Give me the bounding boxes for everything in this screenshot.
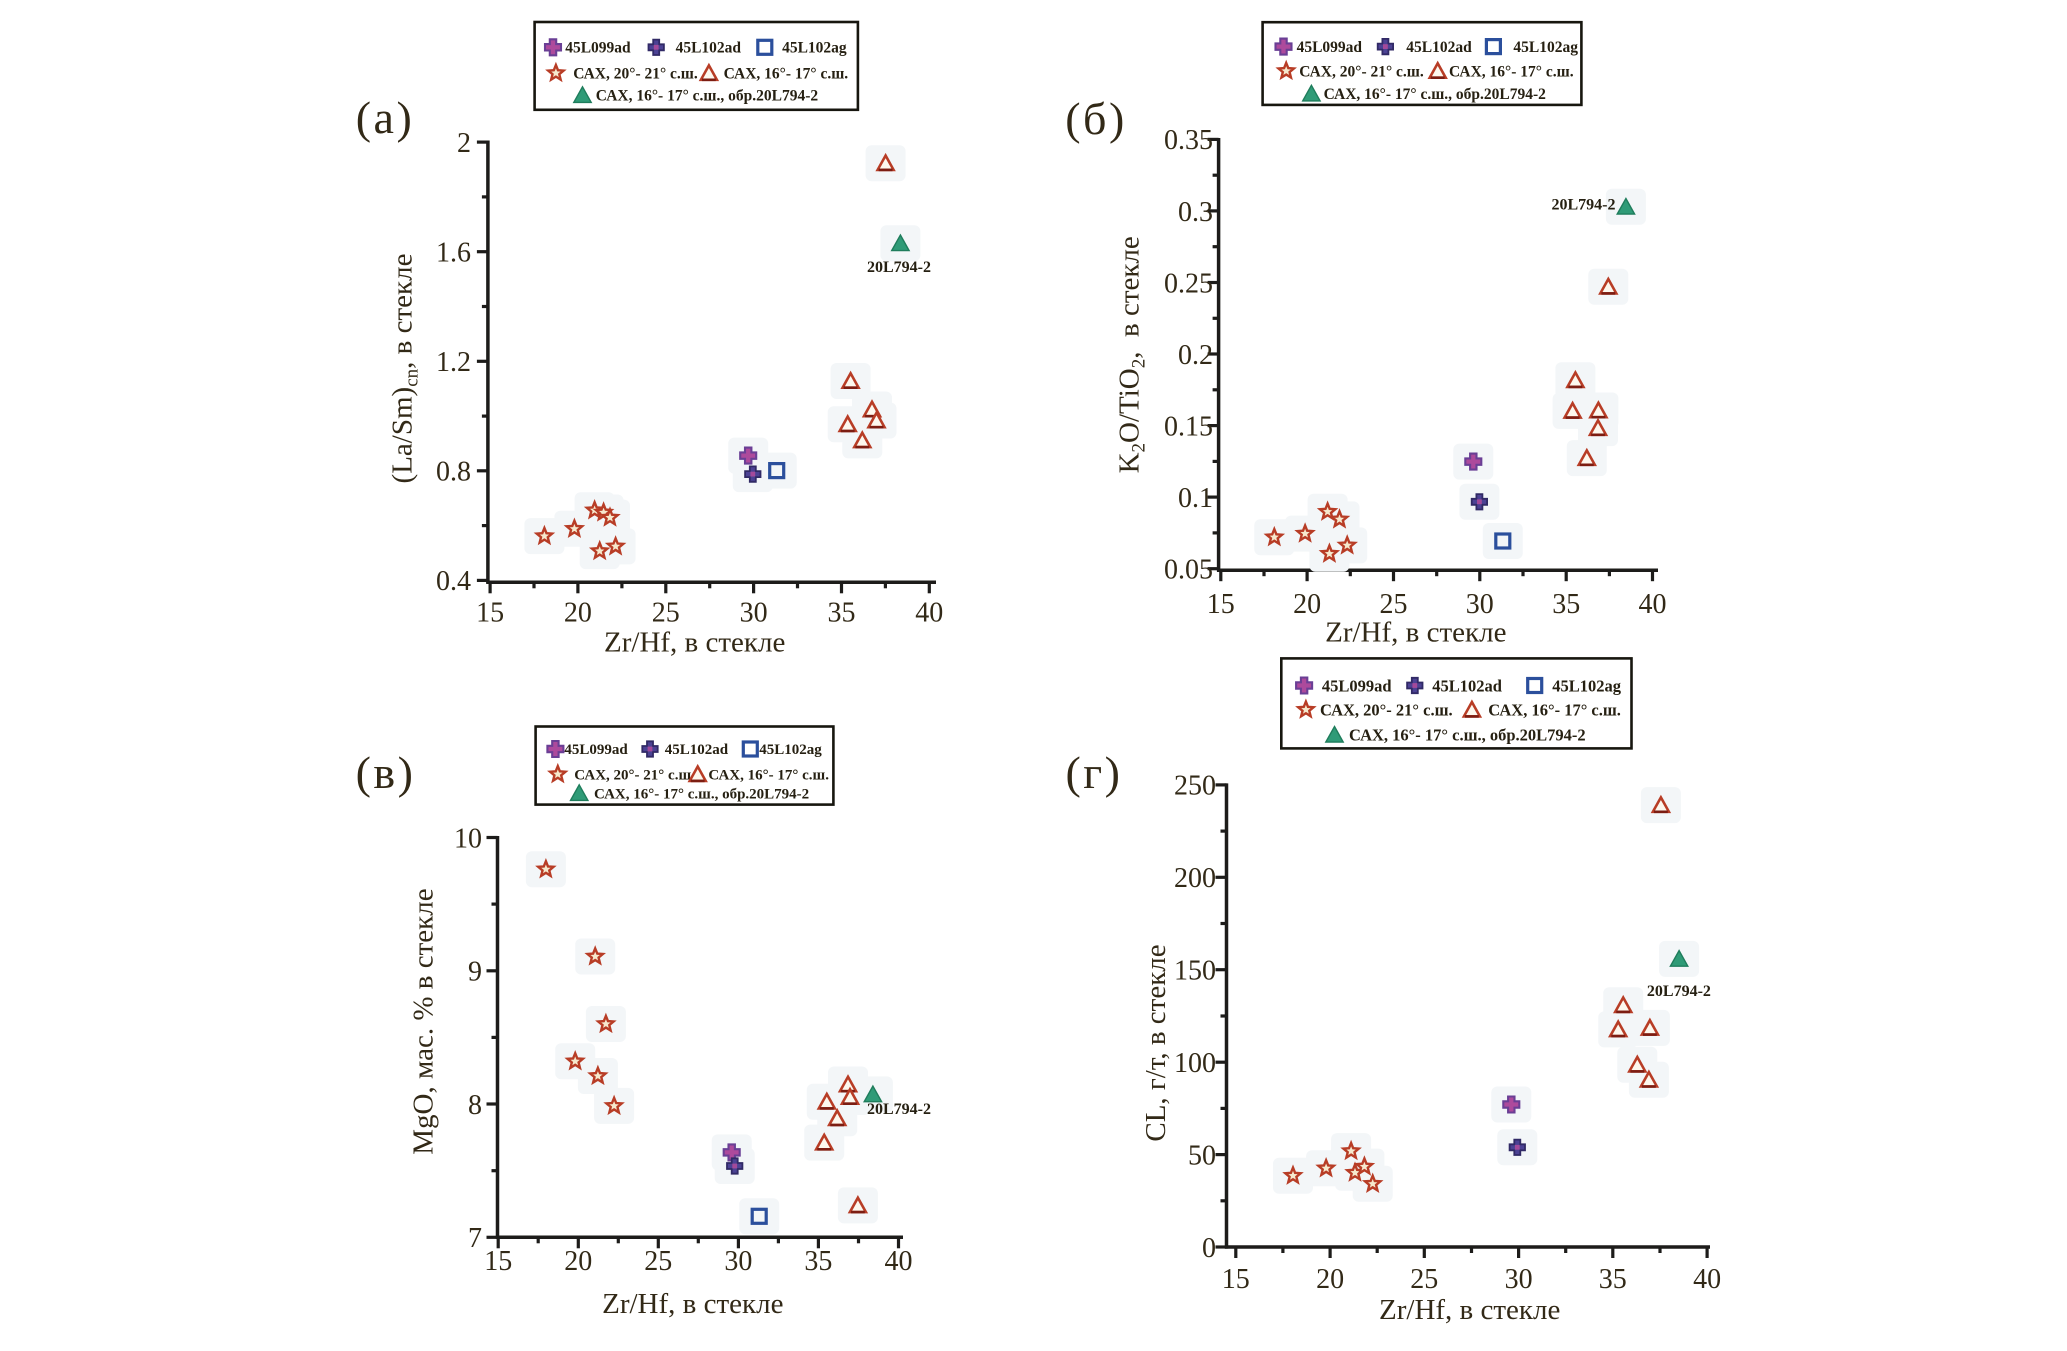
svg-text:45L102ag: 45L102ag	[1513, 39, 1578, 56]
svg-text:250: 250	[1174, 771, 1216, 802]
svg-text:0.05: 0.05	[1164, 555, 1213, 586]
svg-text:2: 2	[457, 128, 471, 159]
svg-text:35: 35	[804, 1246, 832, 1277]
svg-text:0.2: 0.2	[1178, 340, 1213, 371]
svg-text:25: 25	[1410, 1264, 1438, 1295]
svg-text:20: 20	[564, 598, 592, 629]
svg-text:САХ, 20°- 21° с.ш.: САХ, 20°- 21° с.ш.	[1299, 63, 1424, 80]
svg-text:САХ, 16°- 17° с.ш., обр.20L794: САХ, 16°- 17° с.ш., обр.20L794-2	[596, 88, 819, 105]
svg-text:(а): (а)	[356, 92, 415, 143]
svg-text:(в): (в)	[356, 747, 416, 798]
svg-text:7: 7	[468, 1223, 482, 1254]
svg-text:Zr/Hf, в стекле: Zr/Hf, в стекле	[1379, 1294, 1560, 1326]
svg-text:25: 25	[644, 1246, 672, 1277]
svg-text:20L794-2: 20L794-2	[867, 1101, 931, 1118]
svg-text:САХ, 16°- 17° с.ш., обр.20L794: САХ, 16°- 17° с.ш., обр.20L794-2	[594, 786, 809, 802]
svg-text:САХ, 20°- 21° с.ш.: САХ, 20°- 21° с.ш.	[1320, 701, 1453, 720]
svg-text:15: 15	[1207, 589, 1235, 620]
svg-text:30: 30	[1505, 1264, 1533, 1295]
svg-text:20: 20	[1316, 1264, 1344, 1295]
svg-text:8: 8	[468, 1090, 482, 1121]
svg-text:40: 40	[915, 598, 943, 629]
svg-text:200: 200	[1174, 863, 1216, 894]
svg-text:1.6: 1.6	[436, 238, 471, 269]
svg-text:0.3: 0.3	[1178, 197, 1213, 228]
svg-text:0.25: 0.25	[1164, 268, 1213, 299]
svg-text:15: 15	[1222, 1264, 1250, 1295]
svg-text:(б): (б)	[1065, 93, 1127, 144]
svg-text:45L102ag: 45L102ag	[759, 742, 822, 758]
svg-text:САХ, 16°- 17° с.ш.: САХ, 16°- 17° с.ш.	[1488, 701, 1621, 720]
svg-text:САХ, 16°- 17° с.ш., обр.20L794: САХ, 16°- 17° с.ш., обр.20L794-2	[1349, 726, 1586, 745]
svg-text:20: 20	[564, 1246, 592, 1277]
svg-text:САХ, 16°- 17° с.ш., обр.20L794: САХ, 16°- 17° с.ш., обр.20L794-2	[1324, 86, 1547, 103]
svg-text:САХ, 16°- 17° с.ш.: САХ, 16°- 17° с.ш.	[724, 66, 849, 83]
svg-text:0.35: 0.35	[1164, 125, 1213, 156]
svg-text:30: 30	[724, 1246, 752, 1277]
svg-text:0: 0	[1202, 1233, 1216, 1264]
svg-text:САХ, 20°- 21° с.ш.: САХ, 20°- 21° с.ш.	[573, 66, 698, 83]
svg-text:(La/Sm)cn, в стекле: (La/Sm)cn, в стекле	[387, 254, 423, 484]
svg-text:45L102ad: 45L102ad	[1406, 39, 1472, 56]
svg-text:45L102ag: 45L102ag	[1552, 676, 1622, 695]
svg-text:45L102ad: 45L102ad	[676, 40, 742, 57]
svg-text:25: 25	[1380, 589, 1408, 620]
svg-text:35: 35	[828, 598, 856, 629]
svg-text:35: 35	[1552, 589, 1580, 620]
svg-text:20L794-2: 20L794-2	[1647, 983, 1711, 1000]
svg-text:40: 40	[1693, 1264, 1721, 1295]
svg-text:40: 40	[885, 1246, 913, 1277]
svg-text:30: 30	[1466, 589, 1494, 620]
svg-text:20: 20	[1293, 589, 1321, 620]
svg-text:20L794-2: 20L794-2	[1552, 197, 1616, 214]
svg-text:0.4: 0.4	[436, 566, 471, 597]
svg-text:0.8: 0.8	[436, 457, 471, 488]
svg-text:САХ, 16°- 17° с.ш.: САХ, 16°- 17° с.ш.	[708, 768, 829, 784]
svg-text:Zr/Hf, в стекле: Zr/Hf, в стекле	[604, 627, 785, 659]
svg-text:MgO, мас. % в стекле: MgO, мас. % в стекле	[408, 888, 440, 1154]
svg-text:0.1: 0.1	[1178, 483, 1213, 514]
svg-text:Zr/Hf, в стекле: Zr/Hf, в стекле	[602, 1288, 783, 1320]
svg-text:100: 100	[1174, 1048, 1216, 1079]
svg-text:35: 35	[1599, 1264, 1627, 1295]
svg-text:45L099ad: 45L099ad	[1322, 676, 1392, 695]
svg-text:25: 25	[652, 598, 680, 629]
svg-text:САХ, 16°- 17° с.ш.: САХ, 16°- 17° с.ш.	[1449, 63, 1574, 80]
svg-text:0.15: 0.15	[1164, 411, 1213, 442]
svg-text:(г): (г)	[1065, 747, 1122, 798]
svg-text:K2O/TiO2, в стекле: K2O/TiO2, в стекле	[1114, 236, 1150, 473]
svg-text:50: 50	[1188, 1140, 1216, 1171]
svg-text:CL, г/т, в стекле: CL, г/т, в стекле	[1140, 944, 1172, 1141]
svg-text:10: 10	[454, 823, 482, 854]
svg-text:САХ, 20°- 21° с.ш.: САХ, 20°- 21° с.ш.	[574, 768, 695, 784]
svg-text:9: 9	[468, 957, 482, 988]
svg-text:45L102ad: 45L102ad	[1432, 676, 1502, 695]
svg-text:45L099ad: 45L099ad	[1297, 39, 1363, 56]
svg-text:15: 15	[484, 1246, 512, 1277]
svg-text:30: 30	[740, 598, 768, 629]
svg-text:45L102ag: 45L102ag	[782, 40, 847, 57]
svg-text:15: 15	[476, 598, 504, 629]
svg-text:40: 40	[1639, 589, 1667, 620]
svg-text:1.2: 1.2	[436, 347, 471, 378]
svg-text:150: 150	[1174, 956, 1216, 987]
svg-text:45L102ad: 45L102ad	[665, 742, 729, 758]
svg-text:Zr/Hf, в стекле: Zr/Hf, в стекле	[1325, 617, 1506, 649]
svg-text:45L099ad: 45L099ad	[565, 40, 631, 57]
svg-text:20L794-2: 20L794-2	[867, 259, 931, 276]
svg-text:45L099ad: 45L099ad	[564, 742, 628, 758]
